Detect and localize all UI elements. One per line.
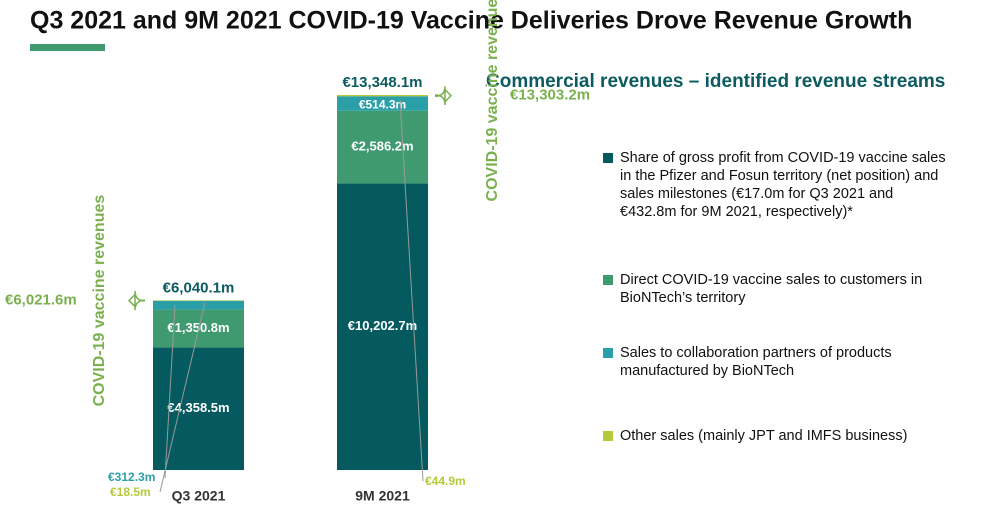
chart-title: Q3 2021 and 9M 2021 COVID-19 Vaccine Del… bbox=[30, 7, 912, 35]
total-label: €6,040.1m bbox=[163, 279, 235, 296]
leader-line bbox=[399, 99, 424, 482]
bar-segment bbox=[337, 110, 428, 184]
title-underline bbox=[30, 44, 105, 51]
bar-segment bbox=[153, 347, 244, 470]
legend-text: Sales to collaboration partners of produ… bbox=[620, 345, 892, 379]
legend-item: Other sales (mainly JPT and IMFS busines… bbox=[603, 427, 948, 445]
bracket-label: €13,303.2m bbox=[510, 87, 590, 104]
legend-swatch bbox=[603, 431, 613, 441]
bar-segment bbox=[153, 300, 244, 310]
axis-label: COVID-19 vaccine revenues bbox=[91, 195, 108, 407]
bracket bbox=[127, 290, 146, 311]
value-label: €10,202.7m bbox=[348, 318, 417, 333]
bar-segment bbox=[337, 95, 428, 97]
leader-line bbox=[164, 305, 176, 479]
legend-item: Sales to collaboration partners of produ… bbox=[603, 344, 948, 380]
bar-segment bbox=[337, 96, 428, 111]
legend-text: Direct COVID-19 vaccine sales to custome… bbox=[620, 272, 923, 306]
value-label: €4,358.5m bbox=[167, 400, 229, 415]
bar-segment bbox=[337, 183, 428, 470]
leader-line bbox=[159, 302, 206, 493]
subtitle: Commercial revenues – identified revenue… bbox=[486, 71, 945, 92]
value-label: €2,586.2m bbox=[351, 138, 413, 153]
bracket-label: €6,021.6m bbox=[5, 292, 77, 309]
legend-text: Share of gross profit from COVID-19 vacc… bbox=[620, 150, 946, 220]
value-label: €44.9m bbox=[425, 474, 466, 488]
x-tick-label: 9M 2021 bbox=[355, 488, 410, 504]
axis-label: COVID-19 vaccine revenues bbox=[484, 0, 501, 201]
value-label: €312.3m bbox=[108, 470, 155, 484]
bar-segment bbox=[153, 300, 244, 301]
legend-item: Share of gross profit from COVID-19 vacc… bbox=[603, 149, 948, 221]
x-tick-label: Q3 2021 bbox=[172, 488, 226, 504]
total-label: €13,348.1m bbox=[342, 74, 422, 91]
legend-swatch bbox=[603, 348, 613, 358]
legend-swatch bbox=[603, 275, 613, 285]
value-label: €18.5m bbox=[110, 485, 151, 499]
bracket bbox=[434, 86, 453, 106]
legend-item: Direct COVID-19 vaccine sales to custome… bbox=[603, 271, 948, 307]
value-label: €514.3m bbox=[359, 98, 406, 112]
legend-swatch bbox=[603, 153, 613, 163]
legend-text: Other sales (mainly JPT and IMFS busines… bbox=[620, 428, 908, 444]
value-label: €1,350.8m bbox=[167, 320, 229, 335]
